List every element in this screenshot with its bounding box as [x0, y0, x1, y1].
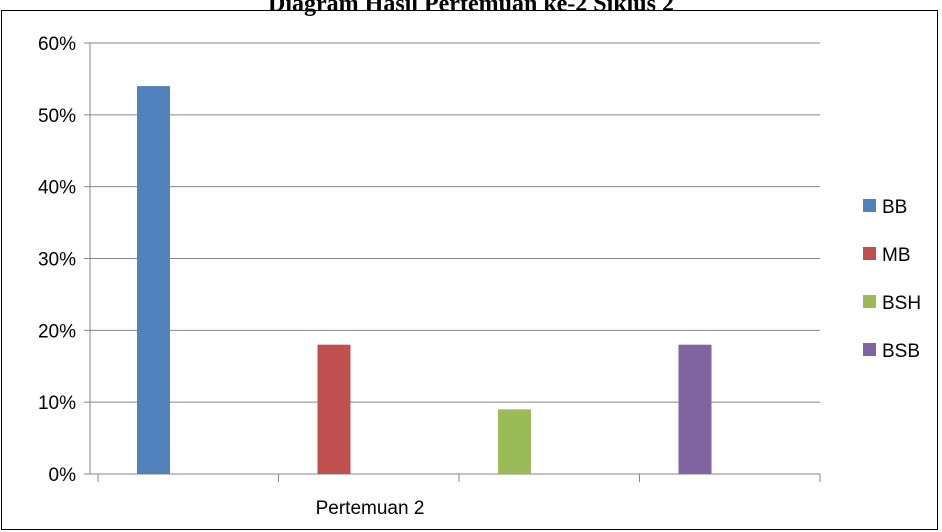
y-tick-label: 30% [38, 250, 76, 271]
legend-label-bb: BB [882, 197, 907, 218]
bar-mb [317, 344, 351, 474]
legend-swatch-bsb [863, 343, 876, 356]
x-category-label: Pertemuan 2 [316, 498, 425, 519]
legend-swatch-bsh [863, 295, 876, 308]
x-axis-ticks: Pertemuan 2 [97, 474, 821, 519]
legend-swatch-bb [863, 199, 876, 212]
y-tick-label: 0% [49, 465, 77, 486]
legend-swatch-mb [863, 247, 876, 260]
legend-label-mb: MB [882, 245, 911, 266]
y-tick-label: 60% [38, 34, 76, 55]
legend-label-bsb: BSB [882, 341, 920, 362]
bar-bsb [678, 344, 712, 474]
bar-bsh [498, 409, 531, 474]
legend-label-bsh: BSH [882, 293, 921, 314]
legend: BB MB BSH BSB [863, 197, 921, 362]
y-tick-label: 20% [38, 321, 76, 342]
y-tick-label: 50% [38, 106, 76, 127]
chart-frame [1, 10, 938, 530]
y-tick-label: 10% [38, 393, 76, 414]
bars [137, 86, 712, 474]
y-axis-ticks: 0% 10% 20% 30% 40% 50% 60% [38, 34, 90, 486]
gridlines [90, 42, 820, 403]
y-tick-label: 40% [38, 178, 76, 199]
chart-title: Diagram Hasil Pertemuan ke-2 Siklus 2 [268, 0, 674, 17]
bar-bb [137, 86, 170, 474]
